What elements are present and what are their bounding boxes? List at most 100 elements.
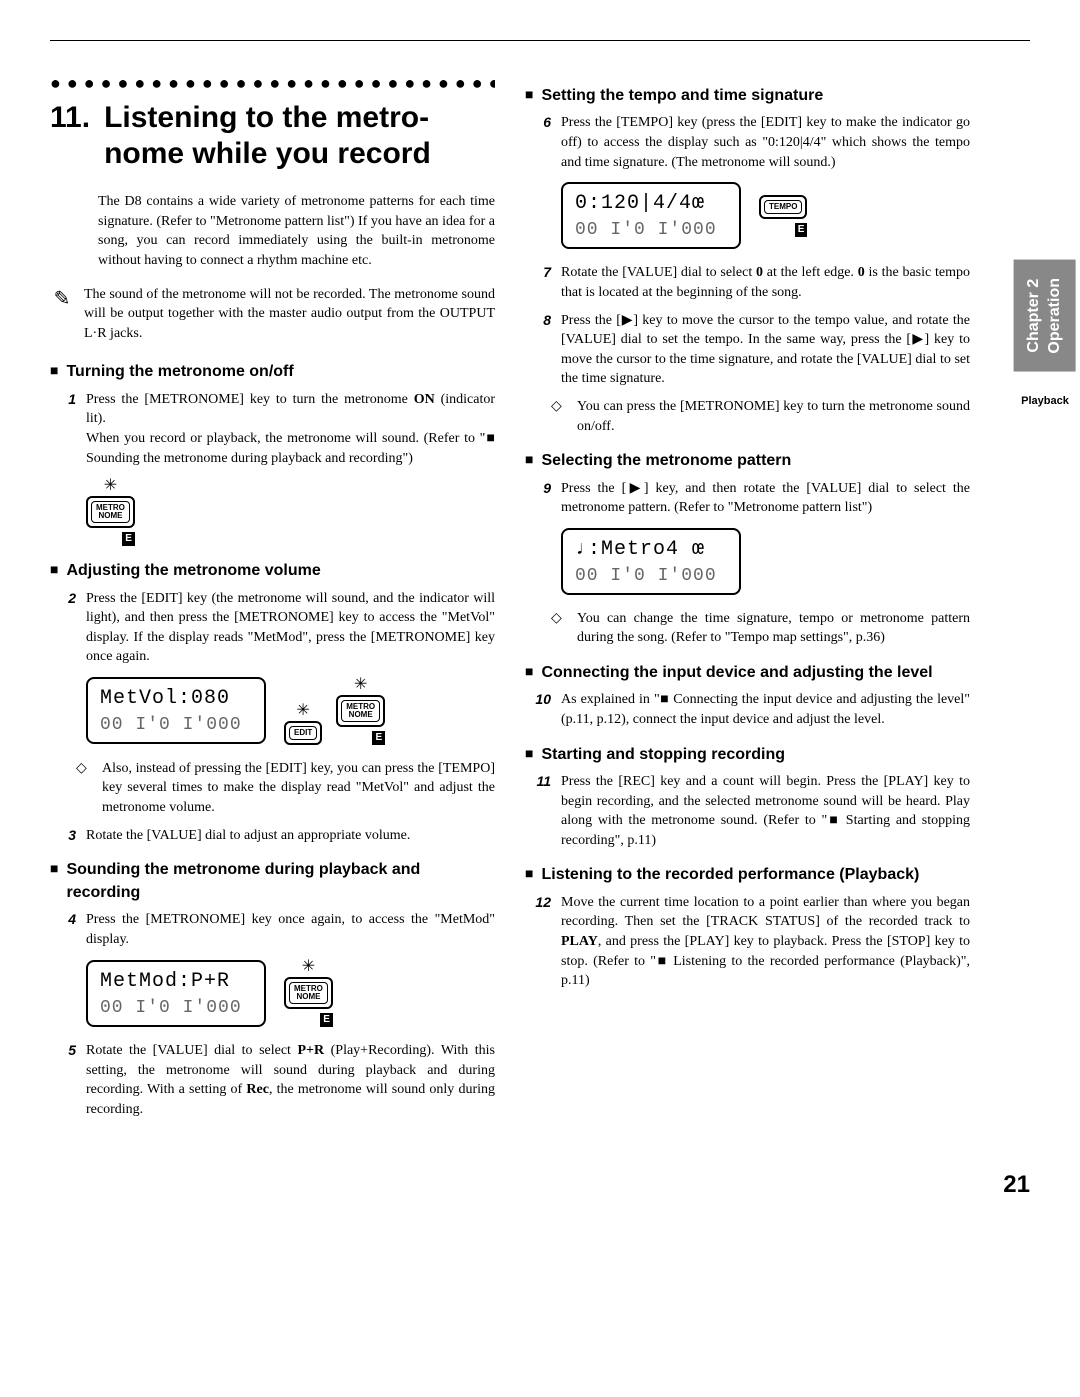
- step-text: Rotate the [VALUE] dial to select P+R (P…: [86, 1041, 495, 1119]
- tip-text: You can press the [METRONOME] key to tur…: [577, 397, 970, 436]
- step-text: Press the [EDIT] key (the metronome will…: [86, 589, 495, 667]
- lcd-line2: 00 I'0 I'000: [100, 996, 252, 1021]
- e-label: E: [320, 1013, 333, 1027]
- step-number: 8: [525, 311, 551, 389]
- side-tab: Chapter 2 Operation Playback: [1010, 260, 1080, 410]
- left-column: ●●●●●●●●●●●●●●●●●●●●●●●●●●●●●● 11. Liste…: [50, 71, 495, 1128]
- step-text: Press the [METRONOME] key to turn the me…: [86, 390, 495, 468]
- step-text: Move the current time location to a poin…: [561, 893, 970, 991]
- chapter-tab: Chapter 2 Operation: [1014, 260, 1076, 372]
- step-number: 6: [525, 113, 551, 172]
- led-icon: ✳: [354, 677, 367, 693]
- subheading-text: Starting and stopping recording: [541, 744, 785, 766]
- subheading-text: Connecting the input device and adjustin…: [541, 662, 932, 684]
- note-text: The sound of the metronome will not be r…: [84, 285, 495, 344]
- step-3: 3 Rotate the [VALUE] dial to adjust an a…: [50, 826, 495, 846]
- subheading-adjust: ■ Adjusting the metronome volume: [50, 560, 495, 582]
- square-bullet-icon: ■: [525, 864, 533, 886]
- square-bullet-icon: ■: [525, 744, 533, 766]
- step-number: 9: [525, 479, 551, 518]
- lcd-display: MetVol:080 00 I'0 I'000: [86, 677, 266, 744]
- e-label: E: [122, 532, 135, 546]
- top-rule: [50, 40, 1030, 41]
- square-bullet-icon: ■: [525, 85, 533, 107]
- step-number: 12: [525, 893, 551, 991]
- lcd-line2: 00 I'0 I'000: [575, 564, 727, 589]
- subheading-listen: ■ Listening to the recorded performance …: [525, 864, 970, 886]
- subheading-text: Setting the tempo and time signature: [541, 85, 823, 107]
- diamond-icon: ◇: [551, 397, 567, 436]
- lcd-tempo-row: 0:120|4/4œ 00 I'0 I'000 TEMPO E: [561, 182, 970, 249]
- subheading-sounding: ■ Sounding the metronome during playback…: [50, 859, 495, 904]
- step-text: Press the [▶] key, and then rotate the […: [561, 479, 970, 518]
- subheading-connect: ■ Connecting the input device and adjust…: [525, 662, 970, 684]
- intro-paragraph: The D8 contains a wide variety of metron…: [98, 192, 495, 270]
- step-number: 10: [525, 690, 551, 729]
- square-bullet-icon: ■: [525, 662, 533, 684]
- edit-button: ✳ EDIT: [284, 703, 322, 745]
- lcd-display: 0:120|4/4œ 00 I'0 I'000: [561, 182, 741, 249]
- step-11: 11 Press the [REC] key and a count will …: [525, 772, 970, 850]
- lcd-line1: ♩:Metro4 œ: [575, 536, 727, 564]
- square-bullet-icon: ■: [50, 361, 58, 383]
- led-icon: ✳: [296, 703, 309, 719]
- subheading-select: ■ Selecting the metronome pattern: [525, 450, 970, 472]
- tip-text: Also, instead of pressing the [EDIT] key…: [102, 759, 495, 818]
- right-column: ■ Setting the tempo and time signature 6…: [525, 71, 1030, 1128]
- tempo-button: TEMPO E: [759, 195, 807, 237]
- lcd-metro4-row: ♩:Metro4 œ 00 I'0 I'000: [561, 528, 970, 595]
- metronome-button: ✳ METRO NOME E: [284, 959, 333, 1027]
- step-number: 11: [525, 772, 551, 850]
- lcd-line1: 0:120|4/4œ: [575, 190, 727, 218]
- tip-8: ◇ You can press the [METRONOME] key to t…: [551, 397, 970, 436]
- subheading-text: Selecting the metronome pattern: [541, 450, 791, 472]
- button-group: ✳ EDIT ✳ METRO NOME E: [284, 677, 385, 745]
- button-row-1: ✳ METRO NOME E: [86, 478, 495, 546]
- tip-2: ◇ Also, instead of pressing the [EDIT] k…: [76, 759, 495, 818]
- diamond-icon: ◇: [551, 609, 567, 648]
- lcd-metmod-row: MetMod:P+R 00 I'0 I'000 ✳ METRO NOME E: [86, 959, 495, 1027]
- content-columns: ●●●●●●●●●●●●●●●●●●●●●●●●●●●●●● 11. Liste…: [50, 71, 1030, 1128]
- lcd-line2: 00 I'0 I'000: [575, 218, 727, 243]
- lcd-line2: 00 I'0 I'000: [100, 713, 252, 738]
- lcd-line1: MetVol:080: [100, 685, 252, 713]
- e-label: E: [372, 731, 385, 745]
- section-title: 11. Listening to the metro­nome while yo…: [50, 100, 495, 172]
- metronome-button: ✳ METRO NOME E: [336, 677, 385, 745]
- playback-label: Playback: [1010, 394, 1080, 409]
- chapter-tab-line1: Chapter 2: [1025, 279, 1042, 353]
- step-text: Press the [METRONOME] key once again, to…: [86, 910, 495, 949]
- step-9: 9 Press the [▶] key, and then rotate the…: [525, 479, 970, 518]
- step-2: 2 Press the [EDIT] key (the metronome wi…: [50, 589, 495, 667]
- subheading-text: Turning the metronome on/off: [66, 361, 293, 383]
- subheading-tempo: ■ Setting the tempo and time signature: [525, 85, 970, 107]
- step-1: 1 Press the [METRONOME] key to turn the …: [50, 390, 495, 468]
- step-number: 7: [525, 263, 551, 302]
- step-4: 4 Press the [METRONOME] key once again, …: [50, 910, 495, 949]
- square-bullet-icon: ■: [50, 560, 58, 582]
- subheading-text: Listening to the recorded performance (P…: [541, 864, 919, 886]
- step-text: As explained in "■ Connecting the input …: [561, 690, 970, 729]
- led-icon: ✳: [302, 959, 315, 975]
- subheading-text: Sounding the metronome during playback a…: [66, 859, 495, 904]
- square-bullet-icon: ■: [525, 450, 533, 472]
- step-number: 3: [50, 826, 76, 846]
- step-number: 1: [50, 390, 76, 468]
- metronome-button: ✳ METRO NOME E: [86, 478, 135, 546]
- step-text: Press the [REC] key and a count will beg…: [561, 772, 970, 850]
- step-text: Rotate the [VALUE] dial to select 0 at t…: [561, 263, 970, 302]
- chapter-tab-line2: Operation: [1046, 278, 1063, 354]
- page-number: 21: [50, 1168, 1030, 1202]
- lcd-display: MetMod:P+R 00 I'0 I'000: [86, 960, 266, 1027]
- step-5: 5 Rotate the [VALUE] dial to select P+R …: [50, 1041, 495, 1119]
- step-number: 2: [50, 589, 76, 667]
- subheading-text: Adjusting the metronome volume: [66, 560, 320, 582]
- step-number: 4: [50, 910, 76, 949]
- step-10: 10 As explained in "■ Connecting the inp…: [525, 690, 970, 729]
- step-7: 7 Rotate the [VALUE] dial to select 0 at…: [525, 263, 970, 302]
- lcd-display: ♩:Metro4 œ 00 I'0 I'000: [561, 528, 741, 595]
- lcd-metvol-row: MetVol:080 00 I'0 I'000 ✳ EDIT ✳ METRO N…: [86, 677, 495, 745]
- lcd-line1: MetMod:P+R: [100, 968, 252, 996]
- tip-text: You can change the time signature, tempo…: [577, 609, 970, 648]
- square-bullet-icon: ■: [50, 859, 58, 904]
